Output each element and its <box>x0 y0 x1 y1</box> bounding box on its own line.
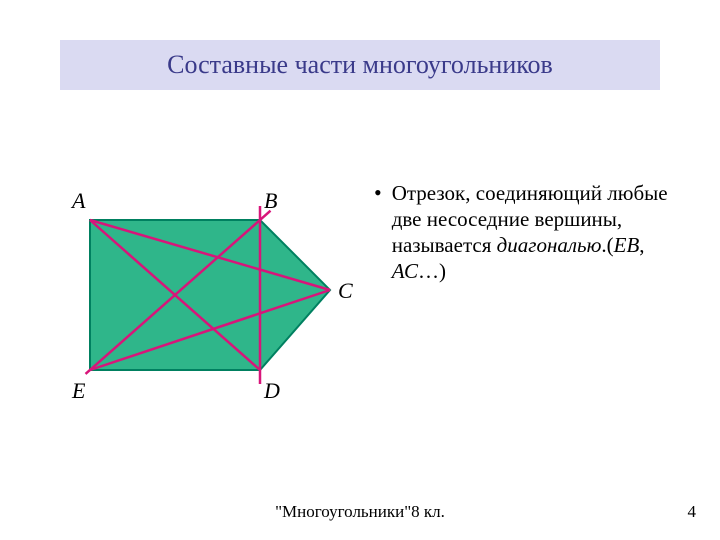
page-number: 4 <box>688 502 697 522</box>
definition-after: .( <box>601 233 613 257</box>
polygon-svg <box>60 180 360 420</box>
polygon-diagram: A B C D E <box>60 180 360 420</box>
bullet-icon: • <box>374 180 382 206</box>
definition-sep: , <box>639 233 644 257</box>
definition-block: • Отрезок, соединяющий любые две несосед… <box>370 180 680 284</box>
title-banner: Составные части многоугольников <box>60 40 660 90</box>
vertex-label-b: B <box>264 188 277 214</box>
vertex-label-e: E <box>72 378 85 404</box>
definition-term: диагональю <box>497 233 602 257</box>
slide-title: Составные части многоугольников <box>167 50 553 80</box>
vertex-label-d: D <box>264 378 280 404</box>
vertex-label-c: C <box>338 278 353 304</box>
definition-ex2: АС <box>392 259 418 283</box>
vertex-label-a: A <box>72 188 85 214</box>
definition-text: Отрезок, соединяющий любые две несоседни… <box>392 180 680 284</box>
definition-tail: …) <box>418 259 446 283</box>
footer-text: "Многоугольники"8 кл. <box>0 502 720 522</box>
definition-ex1: ЕВ <box>614 233 640 257</box>
